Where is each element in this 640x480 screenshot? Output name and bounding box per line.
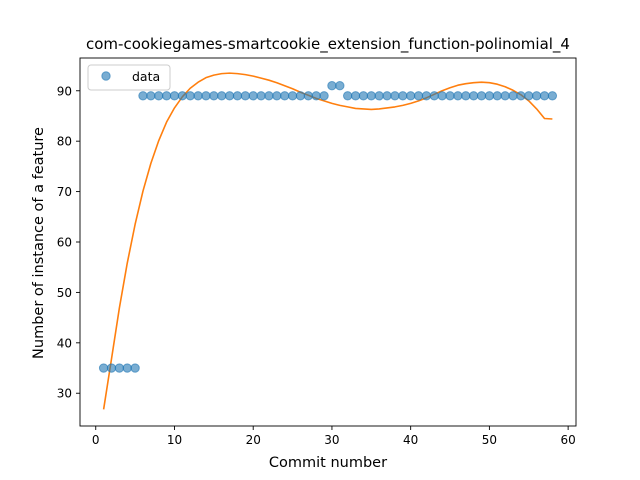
data-point xyxy=(185,91,195,101)
data-point xyxy=(193,91,203,101)
data-point xyxy=(335,81,345,91)
data-point xyxy=(516,91,526,101)
data-point xyxy=(114,363,125,373)
data-point xyxy=(484,91,495,101)
data-point xyxy=(539,91,550,101)
data-point xyxy=(445,91,455,101)
y-tick-label: 80 xyxy=(57,135,72,149)
data-point xyxy=(106,363,117,373)
data-point xyxy=(508,91,518,101)
x-tick-label: 20 xyxy=(246,433,261,447)
data-point xyxy=(429,91,439,101)
data-point xyxy=(405,91,416,101)
data-point xyxy=(169,91,180,101)
x-tick-label: 10 xyxy=(167,433,182,447)
chart-title: com-cookiegames-smartcookie_extension_fu… xyxy=(86,35,570,54)
y-axis-label: Number of instance of a feature xyxy=(31,127,47,359)
data-point xyxy=(177,91,188,101)
x-axis-label: Commit number xyxy=(269,455,387,471)
legend: data xyxy=(87,64,171,91)
data-point xyxy=(453,91,463,101)
data-point xyxy=(390,91,400,101)
data-point xyxy=(358,91,369,101)
data-point xyxy=(492,91,502,101)
data-point xyxy=(319,91,329,101)
data-point xyxy=(224,91,235,101)
plot-frame xyxy=(79,57,577,427)
data-point xyxy=(256,91,266,101)
data-point xyxy=(311,91,321,101)
x-tick-label: 0 xyxy=(92,433,100,447)
y-tick-label: 70 xyxy=(57,185,72,199)
data-point xyxy=(500,91,510,101)
data-point xyxy=(437,91,447,101)
data-point xyxy=(264,91,274,101)
data-point xyxy=(413,91,424,101)
data-point xyxy=(280,91,290,101)
data-point xyxy=(138,91,148,101)
data-point xyxy=(382,91,392,101)
data-point xyxy=(154,91,164,101)
data-point xyxy=(209,91,219,101)
data-point xyxy=(161,91,172,101)
data-point xyxy=(421,91,432,101)
data-point xyxy=(476,91,487,101)
data-point xyxy=(240,91,251,101)
plot-area: 0 10 20 30 40 50 60 30 40 50 60 70 80 90 xyxy=(57,57,577,447)
data-point xyxy=(287,91,298,101)
data-point xyxy=(531,91,542,101)
data-point xyxy=(295,91,306,101)
data-point xyxy=(350,91,361,101)
data-point xyxy=(398,91,408,101)
data-point xyxy=(366,91,376,101)
y-tick-label: 40 xyxy=(57,336,72,350)
y-tick-label: 30 xyxy=(57,387,72,401)
data-point xyxy=(547,91,558,101)
data-point xyxy=(461,91,471,101)
data-point xyxy=(98,363,109,373)
data-point xyxy=(217,91,227,101)
data-point xyxy=(272,91,282,101)
data-point xyxy=(201,91,211,101)
data-point xyxy=(342,91,353,101)
data-point xyxy=(130,363,140,373)
data-point xyxy=(374,91,384,101)
data-point xyxy=(146,91,156,101)
x-tick-label: 40 xyxy=(403,433,418,447)
data-point xyxy=(122,363,132,373)
data-point xyxy=(303,91,314,101)
x-tick-label: 50 xyxy=(482,433,497,447)
data-point xyxy=(468,91,479,101)
x-tick-label: 60 xyxy=(560,433,575,447)
x-tick-label: 30 xyxy=(324,433,339,447)
y-tick-label: 90 xyxy=(57,84,72,98)
legend-frame xyxy=(87,64,171,91)
y-tick-label: 60 xyxy=(57,236,72,250)
y-tick-label: 50 xyxy=(57,286,72,300)
fit-line xyxy=(102,72,553,410)
data-point xyxy=(524,91,534,101)
data-point xyxy=(327,81,337,91)
data-point xyxy=(248,91,258,101)
data-point xyxy=(232,91,243,101)
legend-label: data xyxy=(132,69,160,84)
legend-marker xyxy=(101,71,111,81)
